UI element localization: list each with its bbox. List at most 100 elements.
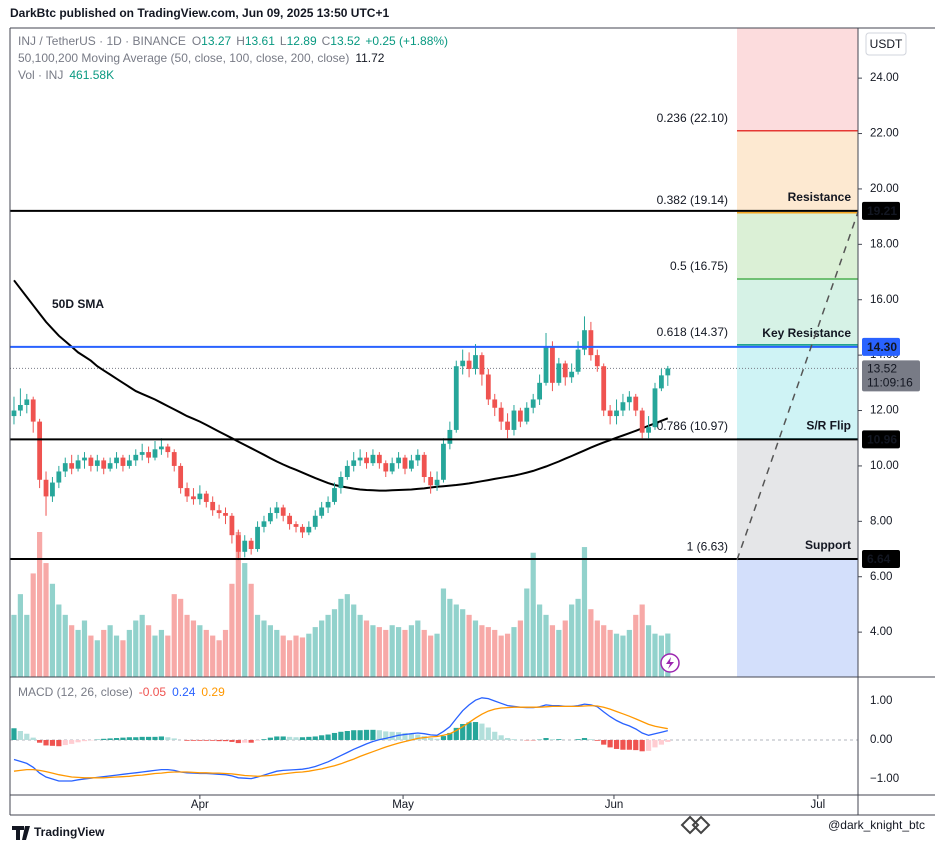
macd-histogram-bar <box>197 739 203 741</box>
candle-body <box>94 460 100 466</box>
macd-histogram-bar <box>601 739 607 745</box>
macd-value: 0.24 <box>172 685 196 699</box>
macd-histogram-bar <box>370 729 376 740</box>
volume-bar <box>588 609 594 677</box>
volume-bar <box>601 625 607 677</box>
volume-bar <box>254 614 261 677</box>
volume-bar <box>49 583 56 677</box>
signal-line <box>13 704 668 779</box>
volume-legend: Vol · INJ 461.58K <box>18 68 114 82</box>
header-bar <box>0 0 935 27</box>
fib-label: 0.5 (16.75) <box>670 259 728 273</box>
volume-bar <box>94 640 100 677</box>
y-tick-label: 4.00 <box>870 626 892 638</box>
y-tick-label: 8.00 <box>870 515 892 527</box>
volume-bar <box>537 604 543 677</box>
volume-bar <box>543 614 549 677</box>
macd-histogram-bar <box>229 739 235 742</box>
volume-bar <box>216 640 222 677</box>
volume-bar <box>357 614 363 677</box>
candle-body <box>82 457 87 461</box>
candle-body <box>569 371 575 378</box>
trend-projection <box>736 211 859 561</box>
candle-body <box>88 457 94 466</box>
candle-body <box>178 465 184 489</box>
candle-body <box>300 526 305 533</box>
candle-body <box>17 404 23 411</box>
y-tick-label: 24.00 <box>870 72 899 84</box>
macd-histogram-bar <box>299 737 306 740</box>
macd-histogram-bar <box>43 739 49 746</box>
countdown-label: 11:09:16 <box>867 376 913 390</box>
volume-name: Vol · INJ <box>18 68 63 82</box>
candle-body <box>306 526 312 533</box>
macd-histogram-bar <box>357 730 363 740</box>
candle-body <box>43 479 49 497</box>
candle-body <box>107 463 113 469</box>
price-tag-label: 19.21 <box>867 204 897 218</box>
y-tick-label: 22.00 <box>870 128 899 140</box>
macd-histogram-bar <box>434 738 440 740</box>
candle-body <box>434 479 440 486</box>
candle-body <box>62 463 68 472</box>
macd-histogram-bar <box>293 737 299 740</box>
level-label: Key Resistance <box>762 326 851 340</box>
currency-button[interactable] <box>865 32 907 56</box>
volume-bar <box>530 552 536 677</box>
volume-bar <box>428 635 434 677</box>
volume-bar <box>376 627 382 677</box>
candle-body <box>357 457 363 461</box>
footer-brand: TradingView <box>34 825 105 839</box>
volume-bar <box>639 604 645 677</box>
macd-histogram-bar <box>652 739 658 748</box>
macd-histogram-bar <box>543 738 549 740</box>
candle-body <box>351 460 357 466</box>
volume-bar <box>287 640 293 677</box>
close-value: 13.52 <box>330 34 360 48</box>
macd-histogram-bar <box>472 722 479 740</box>
volume-bar <box>325 614 331 677</box>
volume-bar <box>158 629 165 677</box>
volume-bar <box>178 598 184 677</box>
macd-histogram-bar <box>498 735 504 740</box>
volume-bar <box>331 609 338 677</box>
volume-bar <box>101 629 107 677</box>
macd-histogram-bar <box>428 738 434 740</box>
y-tick-label: 6.00 <box>870 571 892 583</box>
candle-body <box>402 457 408 469</box>
volume-bar <box>17 594 23 677</box>
volume-bar <box>120 640 126 677</box>
macd-histogram-bar <box>325 734 331 740</box>
macd-histogram-bar <box>319 735 325 740</box>
fib-zone <box>737 559 858 677</box>
candle-body <box>466 360 472 369</box>
macd-histogram-bar <box>107 738 113 740</box>
macd-histogram-bar <box>56 739 62 747</box>
volume-bar <box>107 625 113 677</box>
candle-body <box>203 493 209 502</box>
candle-body <box>626 396 632 403</box>
macd-histogram-bar <box>665 739 671 742</box>
candle-body <box>56 471 62 483</box>
volume-bar <box>658 635 665 677</box>
macd-histogram-bar <box>639 739 645 752</box>
macd-histogram-bar <box>267 737 273 740</box>
volume-bar <box>126 629 132 677</box>
ohlc-key: O <box>192 34 201 48</box>
candle-body <box>191 496 196 500</box>
macd-histogram-bar <box>389 731 395 740</box>
volume-bar <box>248 583 254 677</box>
candle-body <box>460 360 466 367</box>
currency[interactable]: USDT <box>870 37 903 51</box>
macd-tick-label: 1.00 <box>870 695 892 707</box>
candle-body <box>453 366 459 430</box>
candle-body <box>575 349 581 372</box>
candle-body <box>229 515 235 536</box>
x-tick-label: Jul <box>810 799 825 811</box>
price-tag <box>862 337 900 356</box>
price-tag-label: 14.30 <box>867 340 897 354</box>
macd-histogram-bar <box>363 729 370 740</box>
volume-bar <box>293 635 299 677</box>
level-label: Resistance <box>788 190 852 204</box>
candle-body <box>126 460 132 466</box>
